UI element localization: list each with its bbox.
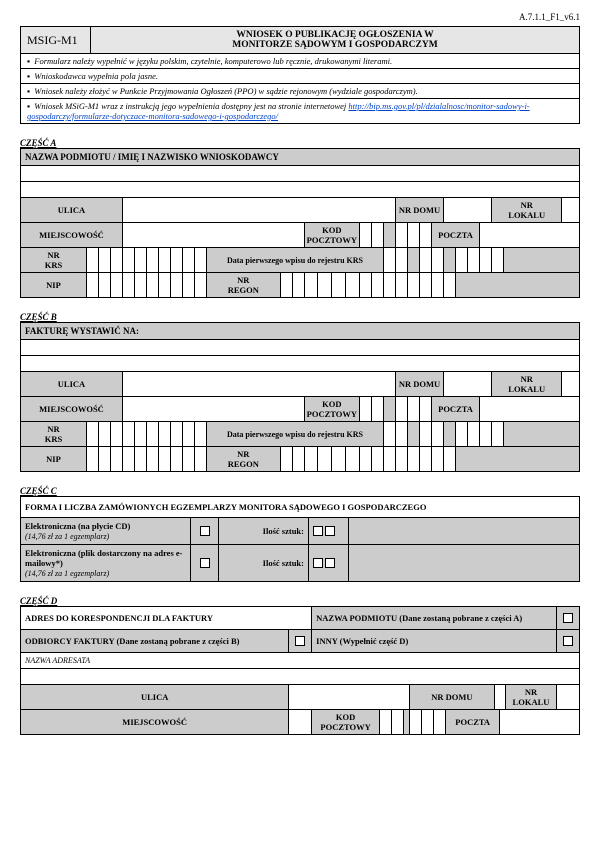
miejsc-label: MIEJSCOWOŚĆ (21, 223, 123, 248)
form-title: WNIOSEK O PUBLIKACJĘ OGŁOSZENIA WMONITOR… (91, 27, 580, 54)
kod-d3[interactable] (396, 223, 408, 248)
c-qty2-label: Ilość sztuk: (219, 545, 309, 582)
data-label: Data pierwszego wpisu do rejestru KRS (206, 248, 383, 273)
d-opt-podmiot: NAZWA PODMIOTU (Dane zostaną pobrane z c… (312, 607, 557, 630)
b-name-field-2[interactable] (21, 356, 580, 372)
doc-reference: A.7.1.1_F1_v6.1 (20, 12, 580, 22)
kod-d4[interactable] (408, 223, 420, 248)
nrdomu-label: NR DOMU (396, 198, 444, 223)
nrdomu-field[interactable] (444, 198, 492, 223)
sec-c-title: FORMA I LICZBA ZAMÓWIONYCH EGZEMPLARZY M… (21, 497, 580, 518)
kod-d2[interactable] (372, 223, 384, 248)
section-a-table: NAZWA PODMIOTU / IMIĘ I NAZWISKO WNIOSKO… (20, 148, 580, 298)
d-nazwa-field[interactable] (21, 669, 580, 685)
poczta-label: POCZTA (432, 223, 480, 248)
poczta-field[interactable] (480, 223, 580, 248)
d-chk-inny[interactable] (557, 630, 580, 653)
instr-2: ▪ Wnioskodawca wypełnia pola jasne. (21, 69, 580, 84)
c-chk1[interactable] (191, 518, 219, 545)
name-field-2[interactable] (21, 182, 580, 198)
c-qty1[interactable] (309, 518, 349, 545)
nip-label: NIP (21, 273, 87, 298)
d-opt-inny: INNY (Wypełnić część D) (312, 630, 557, 653)
instr-3: ▪ Wniosek należy złożyć w Punkcie Przyjm… (21, 84, 580, 99)
header-table: MSIG-M1 WNIOSEK O PUBLIKACJĘ OGŁOSZENIA … (20, 26, 580, 124)
section-a-label: CZĘŚĆ A (20, 138, 580, 148)
d-chk-podmiot[interactable] (557, 607, 580, 630)
sec-a-title: NAZWA PODMIOTU / IMIĘ I NAZWISKO WNIOSKO… (21, 149, 580, 166)
section-d-label: CZĘŚĆ D (20, 596, 580, 606)
ulica-field[interactable] (122, 198, 395, 223)
kod-d1[interactable] (360, 223, 372, 248)
c-qty1-label: Ilość sztuk: (219, 518, 309, 545)
regon-label: NRREGON (206, 273, 280, 298)
d-chk-odbiorcy[interactable] (289, 630, 312, 653)
ulica-label: ULICA (21, 198, 123, 223)
kod-sep (384, 223, 396, 248)
section-b-table: FAKTURĘ WYSTAWIĆ NA: ULICA NR DOMU NRLOK… (20, 322, 580, 472)
c-opt1: Elektroniczna (na płycie CD)(14,76 zł za… (21, 518, 191, 545)
section-c-table: FORMA I LICZBA ZAMÓWIONYCH EGZEMPLARZY M… (20, 496, 580, 582)
kod-d5[interactable] (420, 223, 432, 248)
d-opt-odbiorcy: ODBIORCY FAKTURY (Dane zostaną pobrane z… (21, 630, 289, 653)
section-d-table: ADRES DO KORESPONDENCJI DLA FAKTURY NAZW… (20, 606, 580, 735)
name-field[interactable] (21, 166, 580, 182)
miejsc-field[interactable] (122, 223, 304, 248)
sec-d-title: ADRES DO KORESPONDENCJI DLA FAKTURY (21, 607, 312, 630)
b-name-field[interactable] (21, 340, 580, 356)
nrlok-label: NRLOKALU (492, 198, 562, 223)
section-b-label: CZĘŚĆ B (20, 312, 580, 322)
nrlok-field[interactable] (562, 198, 580, 223)
instr-1: ▪ Formularz należy wypełnić w języku pol… (21, 54, 580, 69)
form-code: MSIG-M1 (21, 27, 91, 54)
section-c-label: CZĘŚĆ C (20, 486, 580, 496)
c-chk2[interactable] (191, 545, 219, 582)
instr-4: ▪ Wniosek MSiG-M1 wraz z instrukcją jego… (21, 99, 580, 124)
c-opt2: Elektroniczna (plik dostarczony na adres… (21, 545, 191, 582)
krs-label: NRKRS (21, 248, 87, 273)
d-nazwa-label: NAZWA ADRESATA (21, 653, 580, 669)
c-qty2[interactable] (309, 545, 349, 582)
kod-label: KODPOCZTOWY (304, 223, 359, 248)
sec-b-title: FAKTURĘ WYSTAWIĆ NA: (21, 323, 580, 340)
